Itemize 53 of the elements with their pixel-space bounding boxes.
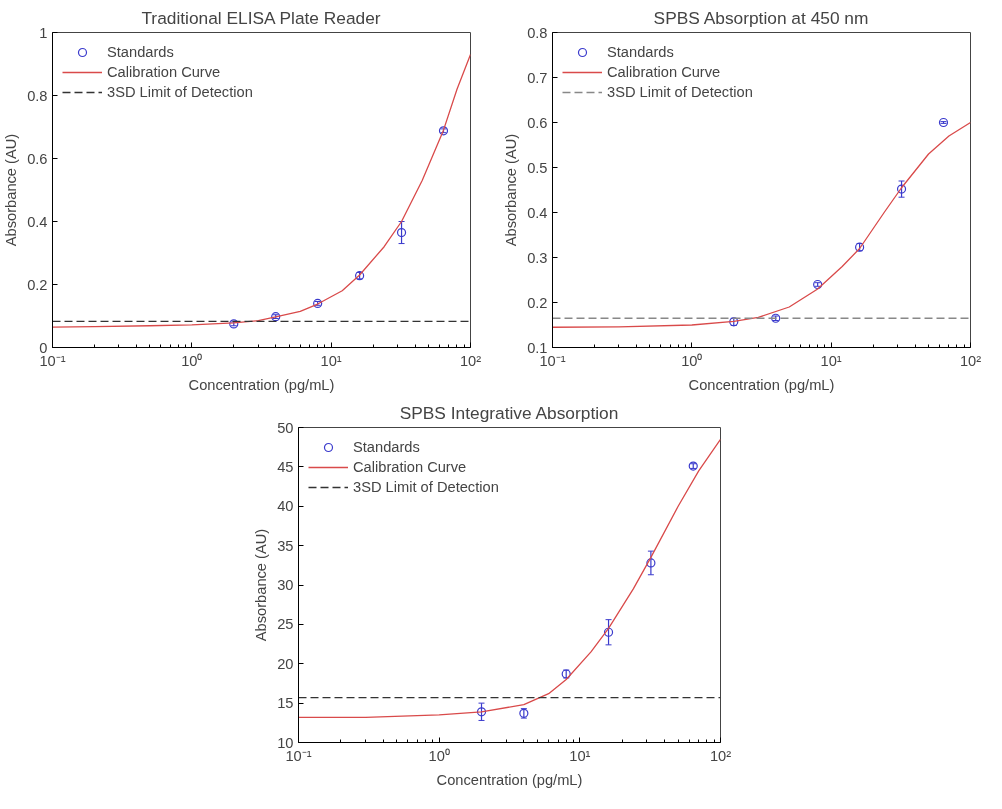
y-tick-label: 1 [39, 24, 48, 41]
y-tick-label: 40 [277, 498, 294, 515]
x-tick-label: 10² [709, 747, 732, 764]
x-axis-title: Concentration (pg/mL) [188, 376, 335, 393]
chart-title: SPBS Integrative Absorption [399, 402, 619, 423]
y-tick-label: 0.4 [27, 213, 48, 230]
point [396, 227, 407, 238]
x-tick-label: 10⁰ [428, 747, 450, 764]
legend-label: Calibration Curve [353, 459, 467, 475]
y-tick-label: 50 [277, 419, 294, 436]
y-tick-label: 0.4 [527, 204, 548, 221]
x-tick-label: 10¹ [569, 747, 591, 764]
y-tick-label: 35 [277, 537, 294, 554]
legend-label: 3SD Limit of Detection [107, 84, 253, 100]
y-tick-label: 0.8 [527, 24, 548, 41]
legend-label: Standards [607, 44, 674, 60]
point [938, 117, 949, 128]
y-tick-label: 45 [277, 458, 294, 475]
legend-label: Calibration Curve [107, 64, 221, 80]
x-tick-label: 10² [459, 352, 482, 369]
y-tick-label: 0.2 [527, 294, 548, 311]
x-tick-label: 10² [959, 352, 982, 369]
y-tick-label: 0.5 [527, 159, 548, 176]
x-tick-label: 10¹ [820, 352, 842, 369]
y-axis-title: Absorbance (AU) [503, 133, 520, 247]
chart-title: SPBS Absorption at 450 nm [653, 7, 869, 28]
legend-label: Standards [107, 44, 174, 60]
legend-label: 3SD Limit of Detection [607, 84, 753, 100]
y-tick-label: 0.8 [27, 87, 48, 104]
x-tick-label: 10¹ [320, 352, 342, 369]
point [896, 184, 907, 194]
x-tick-label: 10⁰ [181, 352, 203, 369]
legend-label: 3SD Limit of Detection [353, 479, 499, 495]
y-tick-label: 0.6 [527, 114, 548, 131]
y-tick-label: 20 [277, 655, 294, 672]
point [603, 627, 614, 637]
y-tick-label: 15 [277, 695, 294, 712]
y-tick-label: 0.2 [27, 276, 48, 293]
y-axis-title: Absorbance (AU) [253, 528, 270, 642]
x-axis-title: Concentration (pg/mL) [688, 376, 835, 393]
y-axis-title: Absorbance (AU) [3, 133, 20, 247]
x-tick-label: 10⁰ [681, 352, 703, 369]
legend-label: Standards [353, 439, 420, 455]
y-tick-label: 0.3 [527, 249, 548, 266]
y-tick-label: 25 [277, 616, 294, 633]
x-axis-title: Concentration (pg/mL) [436, 771, 583, 788]
y-tick-label: 0.7 [527, 69, 548, 86]
y-tick-label: 30 [277, 577, 294, 593]
point [476, 707, 487, 717]
point [646, 558, 656, 568]
chart-title: Traditional ELISA Plate Reader [141, 7, 381, 28]
legend-label: Calibration Curve [607, 64, 721, 80]
y-tick-label: 0.6 [27, 150, 48, 167]
